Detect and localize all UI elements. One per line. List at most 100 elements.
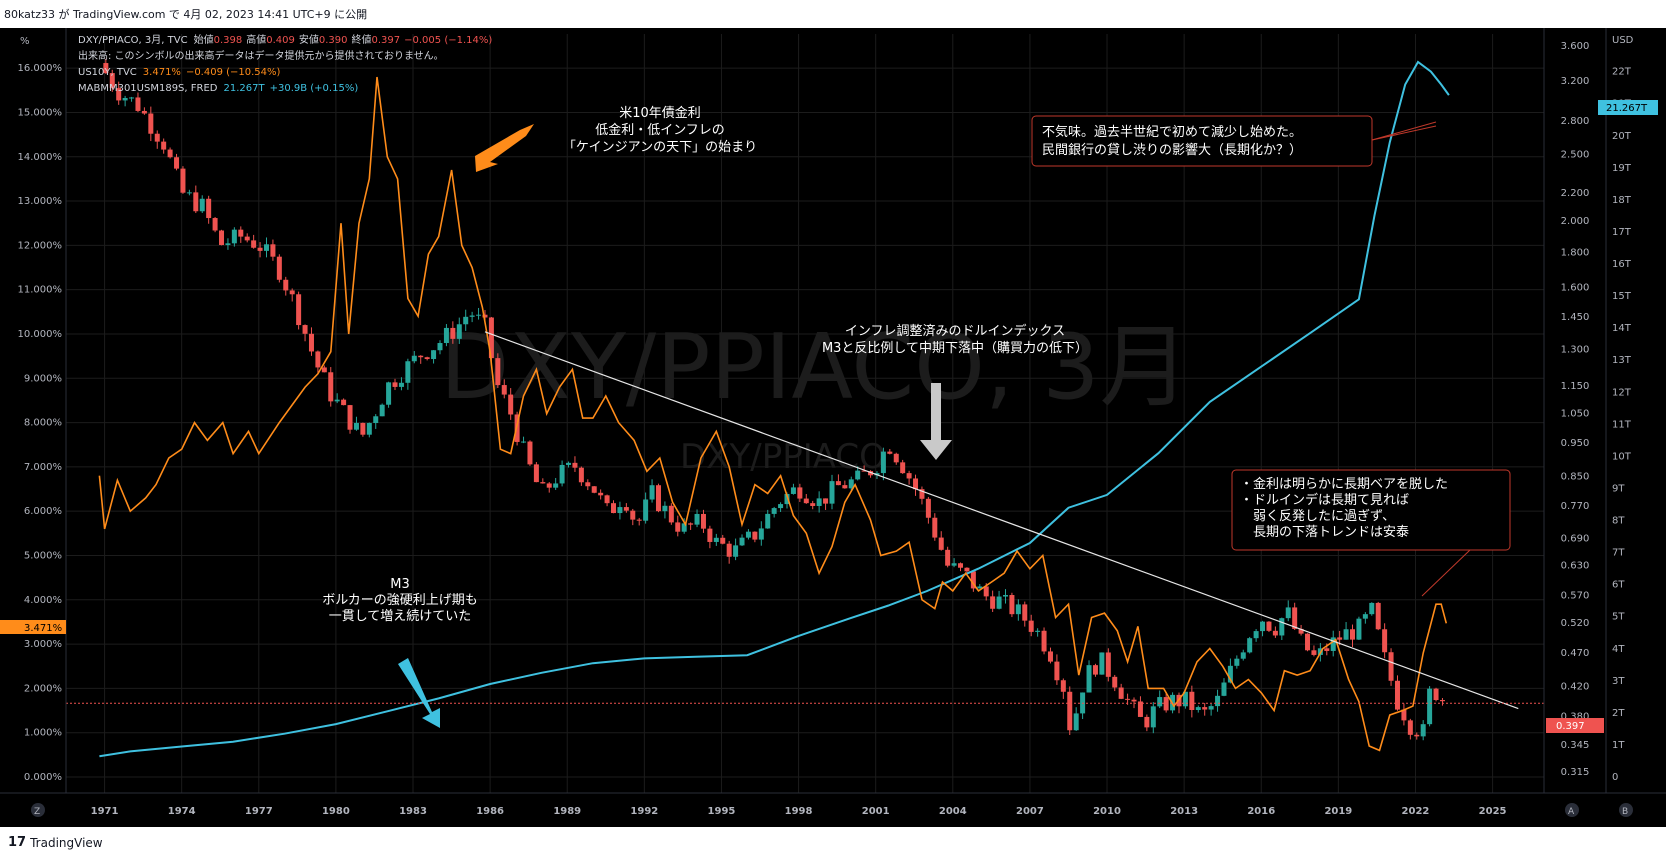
ratio-tick-label: 1.600 [1561,283,1590,294]
dxy-candle-body [1195,707,1201,711]
watermark-small: DXY/PPIACO [680,437,886,477]
dxy-candle-body [938,537,944,550]
dxy-candles [103,58,1445,741]
dxy-candle-body [1272,630,1278,636]
dxy-candle-body [1067,691,1073,731]
dxy-candle-body [1285,607,1291,619]
dxy-candle-body [585,482,591,487]
dxy-candle-body [1035,630,1041,632]
usd-tick-label: 19T [1612,163,1632,174]
dxy-candle-body [129,97,135,99]
legend: DXY/PPIACO, 3月, TVC 始値0.398 高値0.409 安値0.390… [78,33,492,94]
orange-arrow-icon [475,124,534,172]
dxy-candle-body [1266,621,1272,631]
ratio-tick-label: 0.420 [1561,681,1590,692]
ratio-tick-label: 0.315 [1561,767,1590,778]
dxy-candle-body [328,372,334,402]
dxy-candle-body [758,528,764,540]
usd-tick-label: 5T [1612,612,1625,623]
dxy-candle-body [649,485,655,500]
dxy-candle-body [238,229,244,237]
dxy-candle-body [508,394,514,415]
svg-text:民間銀行の貸し渋りの影響大（長期化か？）: 民間銀行の貸し渋りの影響大（長期化か？） [1042,142,1302,158]
dxy-candle-body [765,513,771,529]
dxy-candle-body [861,470,867,472]
dxy-candle-body [546,483,552,488]
chart-svg[interactable]: DXY/PPIACO, 3月 DXY/PPIACO 16.000% 15.000%… [0,28,1666,827]
auto-scale-button[interactable] [1565,803,1579,817]
left-axis-ticks: 16.000% 15.000% 14.000% 13.000% 12.000% 11.00… [18,63,63,783]
dxy-candle-body [321,367,327,373]
ratio-tick-label: 0.470 [1561,648,1590,659]
legend-dxy[interactable]: DXY/PPIACO, 3月, TVC 始値0.398 高値0.409 安値0.390… [78,33,492,46]
dxy-candle-body [1292,607,1298,629]
usd-tick-label: 20T [1612,131,1632,142]
dxy-candle-body [193,192,199,212]
usd-tick-label: 9T [1612,483,1625,494]
annotation-box-bottom: ・金利は明らかに長期ベアを脱した ・ドルインデは長期て見れば 弱く反発したに過ぎ… [1231,469,1511,551]
svg-text:・ドルインデは長期て見れば: ・ドルインデは長期て見れば [1240,492,1409,508]
dxy-candle-body [456,324,462,339]
svg-text:M3: M3 [390,577,410,592]
trend-line[interactable] [484,331,1519,710]
dxy-candle-body [1433,688,1439,701]
dxy-candle-body [443,327,449,344]
annotation-us10y: 米10年債金利 低金利・低インフレの 「ケインジアンの天下」の始まり [563,105,757,155]
m3-price-badge [1598,100,1658,115]
dxy-candle-body [308,333,314,352]
dxy-candle-body [970,571,976,589]
dxy-candle-body [1388,652,1394,681]
annotation-dxy: インフレ調整済みのドルインデックス M3と反比例して中期下落中（購買力の低下） [822,323,1088,356]
legend-us10y[interactable]: US10Y, TVC 3.471% −0.409 (−10.54%) [78,67,281,78]
dxy-candle-body [681,523,687,532]
dxy-candle-body [675,522,681,532]
x-tick-label: 1977 [245,806,273,817]
dxy-candle-body [122,97,128,101]
dxy-candle-body [225,243,231,246]
cyan-arrow-icon [398,658,440,728]
x-tick-label: 2013 [1170,806,1198,817]
x-tick-label: 1995 [708,806,736,817]
left-tick-label: 8.000% [24,418,62,429]
left-tick-label: 7.000% [24,462,62,473]
x-tick-label: 1989 [553,806,581,817]
dxy-candle-body [251,240,257,248]
dxy-candle-body [199,198,205,212]
left-tick-label: 13.000% [18,196,63,207]
ratio-tick-label: 3.200 [1561,76,1590,87]
legend-m3[interactable]: MABMM301USM189S, FRED 21.267T +30.9B (+0.1… [78,83,358,94]
dxy-candle-body [283,279,289,291]
ratio-tick-label: 2.500 [1561,150,1590,161]
x-tick-label: 2019 [1324,806,1352,817]
dxy-candle-body [771,508,777,514]
dxy-candle-body [148,113,154,134]
left-tick-label: 3.000% [24,639,62,650]
goto-start-button[interactable] [31,803,45,817]
dxy-candle-body [533,464,539,483]
chart-area[interactable]: DXY/PPIACO, 3月 DXY/PPIACO 16.000% 15.000%… [0,28,1666,827]
svg-text:インフレ調整済みのドルインデックス: インフレ調整済みのドルインデックス [845,323,1065,339]
svg-text:一貫して増え続けていた: 一貫して増え続けていた [329,609,472,624]
dxy-candle-body [726,543,732,557]
dxy-candle-body [141,110,147,114]
dxy-candle-body [1375,602,1381,630]
annotation-m3: M3 ボルカーの強硬利上げ期も 一貫して増え続けていた [322,577,478,624]
left-tick-label: 12.000% [18,240,63,251]
dxy-candle-body [424,357,430,360]
dxy-candle-body [1305,633,1311,651]
dxy-candle-body [623,507,629,511]
dxy-candle-body [996,596,1002,609]
us10y-series-line [98,76,1448,752]
dxy-candle-body [604,495,610,504]
tradingview-brand[interactable]: 𝟭𝟳 TradingView [8,835,103,850]
log-scale-button[interactable] [1619,803,1633,817]
ratio-tick-label: 1.300 [1561,345,1590,356]
dxy-candle-body [231,229,237,244]
left-tick-label: 15.000% [18,107,63,118]
dxy-candle-body [1279,618,1285,636]
ratio-tick-label: 0.630 [1561,561,1590,572]
ratio-tick-label: 1.050 [1561,408,1590,419]
dxy-candle-body [212,218,218,231]
usd-tick-label: 1T [1612,740,1625,751]
dxy-candle-body [1337,637,1343,640]
